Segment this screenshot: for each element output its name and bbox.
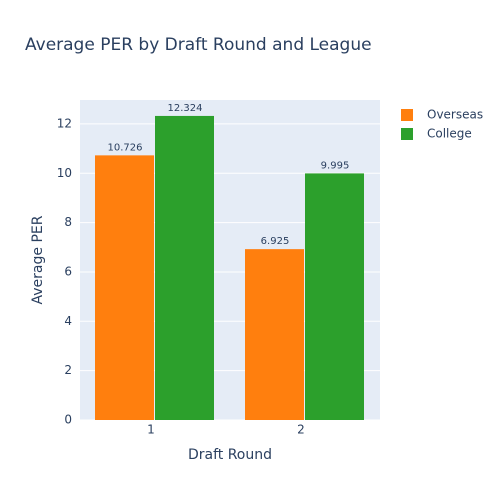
bar — [155, 115, 214, 420]
y-tick-label: 8 — [64, 215, 72, 229]
y-tick-label: 2 — [64, 363, 72, 377]
value-label: 9.995 — [321, 160, 350, 171]
value-label: 6.925 — [261, 236, 290, 247]
y-tick-label: 12 — [57, 116, 72, 130]
chart-title: Average PER by Draft Round and League — [25, 35, 372, 55]
bar — [245, 249, 304, 420]
x-tick-label: 1 — [147, 423, 155, 437]
y-axis-title: Average PER — [30, 215, 46, 304]
bar — [305, 173, 364, 420]
y-tick-label: 0 — [64, 413, 72, 427]
bar — [95, 155, 154, 420]
value-label: 10.726 — [108, 142, 143, 153]
y-tick-label: 4 — [64, 314, 72, 328]
legend-label: College — [427, 127, 472, 141]
x-axis-title: Draft Round — [188, 447, 272, 463]
x-tick-label: 2 — [297, 423, 305, 437]
y-tick-label: 6 — [64, 264, 72, 278]
legend-label: Overseas — [427, 108, 483, 122]
legend-swatch — [401, 128, 413, 140]
legend-swatch — [401, 109, 413, 121]
y-tick-label: 10 — [57, 166, 72, 180]
value-label: 12.324 — [168, 103, 203, 114]
